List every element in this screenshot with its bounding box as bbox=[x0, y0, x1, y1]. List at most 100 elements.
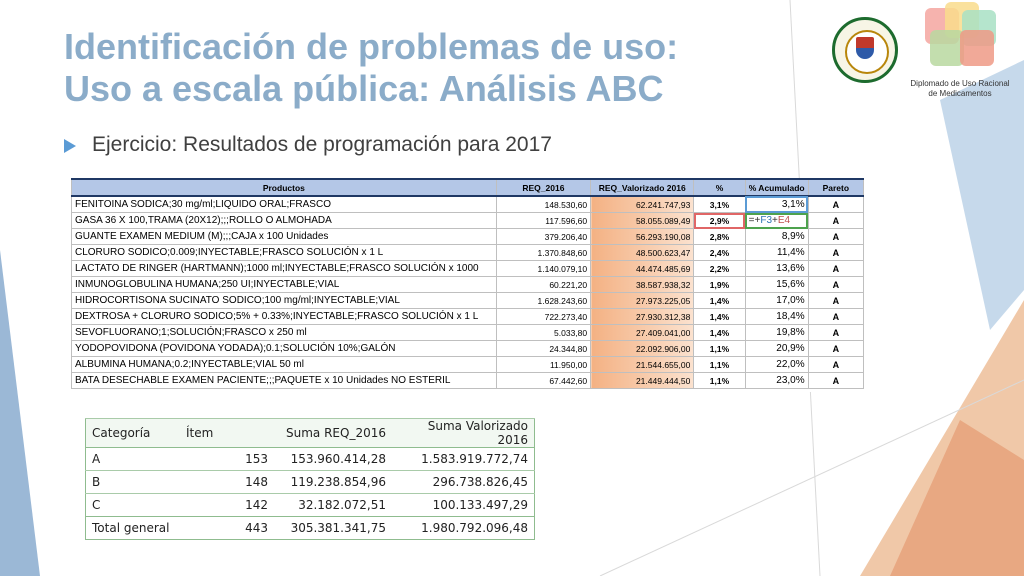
cell-pct[interactable]: 1,4% bbox=[693, 324, 746, 341]
cell-pct[interactable]: 2,8% bbox=[693, 228, 746, 245]
cell-pct[interactable]: 1,4% bbox=[693, 308, 746, 325]
cell-pct[interactable]: 1,1% bbox=[693, 340, 746, 357]
table-row: GUANTE EXAMEN MEDIUM (M);;;CAJA x 100 Un… bbox=[71, 228, 864, 245]
left-blue-shape bbox=[0, 250, 40, 576]
cell-producto[interactable]: GASA 36 X 100,TRAMA (20X12);;;ROLLO O AL… bbox=[71, 212, 497, 229]
cell-pct[interactable]: 3,1% bbox=[693, 195, 746, 213]
cell-pareto[interactable]: A bbox=[807, 260, 864, 277]
cell-valorizado[interactable]: 44.474.485,69 bbox=[590, 260, 695, 277]
cell-pareto[interactable]: A bbox=[807, 324, 864, 341]
table-row: LACTATO DE RINGER (HARTMANN);1000 ml;INY… bbox=[71, 260, 864, 277]
col-header-valorizado: REQ_Valorizado 2016 bbox=[590, 178, 695, 197]
formula-prefix: =+ bbox=[748, 215, 761, 226]
cell-acumulado[interactable]: 11,4% bbox=[744, 244, 809, 261]
cell-pct[interactable]: 2,2% bbox=[693, 260, 746, 277]
cell-req[interactable]: 5.033,80 bbox=[495, 324, 592, 341]
summary-cell-categoria: A bbox=[85, 447, 180, 471]
summary-cell-item: 443 bbox=[180, 516, 274, 540]
summary-cell-valorizado: 1.980.792.096,48 bbox=[392, 516, 535, 540]
summary-header-req: Suma REQ_2016 bbox=[274, 418, 392, 448]
bullet-text: Ejercicio: Resultados de programación pa… bbox=[92, 133, 552, 156]
cell-acumulado[interactable]: 20,9% bbox=[744, 340, 809, 357]
cell-pareto[interactable]: A bbox=[807, 356, 864, 373]
cell-acumulado[interactable]: 17,0% bbox=[744, 292, 809, 309]
cell-valorizado[interactable]: 38.587.938,32 bbox=[590, 276, 695, 293]
cell-req[interactable]: 11.950,00 bbox=[495, 356, 592, 373]
cell-acumulado[interactable]: 13,6% bbox=[744, 260, 809, 277]
cell-req[interactable]: 60.221,20 bbox=[495, 276, 592, 293]
cell-valorizado[interactable]: 58.055.089,49 bbox=[590, 212, 695, 229]
cell-pct[interactable]: 1,9% bbox=[693, 276, 746, 293]
table-row: ALBUMINA HUMANA;0.2;INYECTABLE;VIAL 50 m… bbox=[71, 356, 864, 373]
cell-acumulado[interactable]: 22,0% bbox=[744, 356, 809, 373]
cell-valorizado[interactable]: 48.500.623,47 bbox=[590, 244, 695, 261]
cell-acumulado-formula-editing[interactable]: =+F3+E4 bbox=[744, 212, 809, 229]
cell-pct[interactable]: 2,9% bbox=[693, 212, 746, 229]
table-row: CLORURO SODICO;0.009;INYECTABLE;FRASCO S… bbox=[71, 244, 864, 261]
cell-acumulado[interactable]: 18,4% bbox=[744, 308, 809, 325]
summary-cell-categoria: C bbox=[85, 493, 180, 517]
cell-valorizado[interactable]: 27.409.041,00 bbox=[590, 324, 695, 341]
cell-producto[interactable]: YODOPOVIDONA (POVIDONA YODADA);0.1;SOLUC… bbox=[71, 340, 497, 357]
cell-valorizado[interactable]: 22.092.906,00 bbox=[590, 340, 695, 357]
cell-valorizado[interactable]: 21.449.444,50 bbox=[590, 372, 695, 389]
cell-acumulado[interactable]: 15,6% bbox=[744, 276, 809, 293]
cell-valorizado[interactable]: 62.241.747,93 bbox=[590, 195, 695, 213]
cell-pareto[interactable]: A bbox=[807, 244, 864, 261]
col-header-pareto: Pareto bbox=[807, 178, 864, 197]
cell-req[interactable]: 117.596,60 bbox=[495, 212, 592, 229]
cell-pareto[interactable]: A bbox=[807, 292, 864, 309]
cell-producto[interactable]: GUANTE EXAMEN MEDIUM (M);;;CAJA x 100 Un… bbox=[71, 228, 497, 245]
summary-row: C 142 32.182.072,51 100.133.497,29 bbox=[85, 493, 535, 517]
cell-acumulado[interactable]: 8,9% bbox=[744, 228, 809, 245]
diploma-caption: Diplomado de Uso Racional de Medicamento… bbox=[910, 79, 1010, 98]
cell-producto[interactable]: INMUNOGLOBULINA HUMANA;250 UI;INYECTABLE… bbox=[71, 276, 497, 293]
cell-pareto[interactable]: A bbox=[807, 372, 864, 389]
table-row: BATA DESECHABLE EXAMEN PACIENTE;;;PAQUET… bbox=[71, 372, 864, 389]
cell-req[interactable]: 722.273,40 bbox=[495, 308, 592, 325]
cell-producto[interactable]: HIDROCORTISONA SUCINATO SODICO;100 mg/ml… bbox=[71, 292, 497, 309]
cell-producto[interactable]: BATA DESECHABLE EXAMEN PACIENTE;;;PAQUET… bbox=[71, 372, 497, 389]
cell-pct[interactable]: 1,4% bbox=[693, 292, 746, 309]
cell-pareto[interactable]: A bbox=[807, 212, 864, 229]
cell-pct[interactable]: 1,1% bbox=[693, 356, 746, 373]
cell-pct[interactable]: 1,1% bbox=[693, 372, 746, 389]
cell-pct[interactable]: 2,4% bbox=[693, 244, 746, 261]
cell-req[interactable]: 1.370.848,60 bbox=[495, 244, 592, 261]
cell-pareto[interactable]: A bbox=[807, 308, 864, 325]
cell-producto[interactable]: CLORURO SODICO;0.009;INYECTABLE;FRASCO S… bbox=[71, 244, 497, 261]
cell-req[interactable]: 67.442,60 bbox=[495, 372, 592, 389]
cell-producto[interactable]: DEXTROSA + CLORURO SODICO;5% + 0.33%;INY… bbox=[71, 308, 497, 325]
summary-cell-item: 148 bbox=[180, 470, 274, 494]
cell-req[interactable]: 24.344,80 bbox=[495, 340, 592, 357]
title-line-2: Uso a escala pública: Análisis ABC bbox=[64, 68, 664, 109]
cell-acumulado[interactable]: 23,0% bbox=[744, 372, 809, 389]
cell-acumulado[interactable]: 19,8% bbox=[744, 324, 809, 341]
cell-pareto[interactable]: A bbox=[807, 276, 864, 293]
cell-producto[interactable]: ALBUMINA HUMANA;0.2;INYECTABLE;VIAL 50 m… bbox=[71, 356, 497, 373]
cell-valorizado[interactable]: 27.930.312,38 bbox=[590, 308, 695, 325]
cell-producto[interactable]: FENITOINA SODICA;30 mg/ml;LIQUIDO ORAL;F… bbox=[71, 195, 497, 213]
cell-pareto[interactable]: A bbox=[807, 195, 864, 213]
cell-valorizado[interactable]: 21.544.655,00 bbox=[590, 356, 695, 373]
cell-valorizado[interactable]: 27.973.225,05 bbox=[590, 292, 695, 309]
cell-valorizado[interactable]: 56.293.190,08 bbox=[590, 228, 695, 245]
cell-req[interactable]: 148.530,60 bbox=[495, 195, 592, 213]
cell-producto[interactable]: SEVOFLUORANO;1;SOLUCIÓN;FRASCO x 250 ml bbox=[71, 324, 497, 341]
table-row: YODOPOVIDONA (POVIDONA YODADA);0.1;SOLUC… bbox=[71, 340, 864, 357]
cell-acumulado[interactable]: 3,1% bbox=[744, 195, 809, 213]
summary-cell-item: 142 bbox=[180, 493, 274, 517]
cell-pareto[interactable]: A bbox=[807, 340, 864, 357]
summary-cell-valorizado: 100.133.497,29 bbox=[392, 493, 535, 517]
summary-header-valorizado: Suma Valorizado 2016 bbox=[392, 418, 535, 448]
col-header-req: REQ_2016 bbox=[495, 178, 592, 197]
cell-req[interactable]: 1.140.079,10 bbox=[495, 260, 592, 277]
cell-pareto[interactable]: A bbox=[807, 228, 864, 245]
cell-req[interactable]: 1.628.243,60 bbox=[495, 292, 592, 309]
slide-title: Identificación de problemas de uso: Uso … bbox=[64, 26, 784, 110]
abc-table: Productos REQ_2016 REQ_Valorizado 2016 %… bbox=[71, 178, 864, 389]
cell-req[interactable]: 379.206,40 bbox=[495, 228, 592, 245]
table-row: DEXTROSA + CLORURO SODICO;5% + 0.33%;INY… bbox=[71, 308, 864, 325]
colored-squares-logo bbox=[925, 2, 996, 66]
cell-producto[interactable]: LACTATO DE RINGER (HARTMANN);1000 ml;INY… bbox=[71, 260, 497, 277]
